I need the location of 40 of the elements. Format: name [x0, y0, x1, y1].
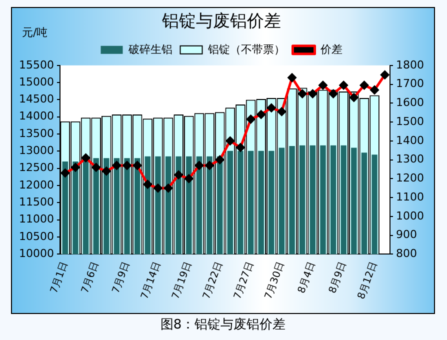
y2-tick-label: 900	[396, 228, 418, 242]
y2-tick-label: 1400	[396, 134, 424, 147]
y2-tick-label: 800	[396, 247, 418, 260]
x-tick-label: 8月12日	[356, 260, 380, 301]
y-tick-label: 12000	[18, 178, 54, 192]
x-tick-label: 7月1日	[48, 260, 70, 295]
x-tick-label: 7月22日	[201, 260, 226, 301]
y2-tick-label: 1800	[396, 58, 424, 72]
y-tick-label: 10500	[18, 230, 54, 243]
y-tick-label: 14000	[18, 110, 54, 123]
y2-tick-label: 1000	[396, 209, 424, 222]
y2-tick-label: 1100	[396, 190, 424, 204]
x-tick-label: 7月30日	[263, 260, 287, 301]
legend-label: 价差	[319, 42, 342, 56]
x-tick-label: 7月19日	[170, 260, 194, 301]
x-tick-label: 7月27日	[232, 260, 256, 301]
y-tick-label: 15000	[18, 75, 54, 88]
y-tick-label: 13000	[18, 144, 54, 158]
y-tick-label: 11500	[18, 196, 54, 209]
legend-label: 铝锭（不带票）	[206, 42, 285, 56]
y-tick-label: 14500	[18, 92, 54, 106]
y-axis-title: 元/吨	[22, 26, 48, 39]
caption: 图8：铝锭与废铝价差	[160, 317, 286, 332]
x-tick-label: 8月4日	[296, 260, 318, 295]
y-tick-label: 11000	[18, 212, 54, 226]
y2-tick-label: 1700	[396, 77, 424, 90]
x-tick-label: 7月14日	[140, 260, 164, 301]
y2-tick-label: 1300	[396, 152, 424, 166]
y-tick-label: 13500	[18, 126, 54, 140]
chart-title: 铝锭与废铝价差	[161, 12, 281, 32]
x-tick-label: 8月9日	[327, 260, 349, 295]
y2-tick-label: 1200	[396, 172, 424, 185]
y-tick-label: 12500	[18, 161, 54, 174]
legend-label: 破碎生铝	[127, 42, 172, 56]
y2-tick-label: 1500	[396, 114, 424, 128]
x-tick-label: 7月6日	[80, 260, 102, 295]
y2-tick-label: 1600	[396, 96, 424, 110]
x-tick-label: 7月9日	[110, 260, 132, 295]
y-tick-label: 10000	[18, 247, 54, 260]
y-tick-label: 15500	[18, 58, 54, 72]
